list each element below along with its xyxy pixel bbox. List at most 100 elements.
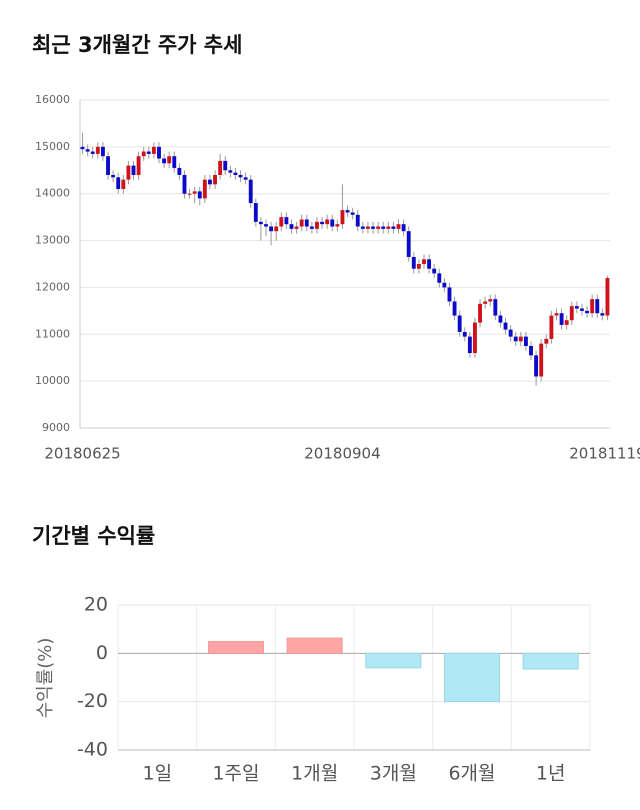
candle-body [182, 174, 187, 194]
candle-body [350, 212, 355, 215]
candle-body [574, 306, 579, 309]
candle-body [585, 310, 590, 314]
candle-body [355, 214, 360, 227]
candle-body [233, 172, 238, 175]
candle-body [208, 179, 212, 185]
candle-body [600, 313, 605, 316]
candle-body [243, 177, 248, 180]
x-tick-label: 6개월 [448, 763, 495, 785]
candle-body [111, 174, 116, 178]
candle-body [151, 146, 156, 154]
candle-body [554, 313, 559, 316]
candle-body [457, 315, 462, 332]
candle-body [401, 224, 406, 232]
candle-body [493, 299, 498, 316]
x-tick-label: 20181119 [569, 445, 640, 463]
candle-body [432, 268, 437, 274]
candle-body [483, 301, 488, 304]
candle-body [406, 231, 411, 257]
candle-body [258, 221, 263, 225]
candle-body [162, 158, 167, 164]
candle-body [381, 226, 386, 229]
y-tick-label: -40 [77, 739, 108, 761]
candle-body [452, 301, 457, 316]
candle-body [529, 346, 533, 356]
candle-body [335, 224, 340, 227]
candle-body [330, 219, 335, 227]
candle-body [100, 146, 105, 157]
candle-body [304, 219, 309, 227]
candle-body [467, 336, 472, 354]
candle-body [95, 146, 100, 154]
y-tick-label: 13000 [35, 234, 70, 247]
candle-body [121, 179, 126, 190]
candle-body [116, 177, 121, 190]
x-tick-label: 3개월 [370, 763, 417, 785]
candle-body [523, 336, 528, 346]
candle-body [360, 226, 365, 229]
candle-body [345, 210, 350, 213]
candle-body [544, 338, 549, 344]
bar [365, 652, 422, 669]
candle-body [386, 226, 391, 229]
candle-body [289, 224, 294, 229]
candle-body [213, 174, 217, 185]
candle-body [157, 146, 161, 159]
candle-body [513, 336, 518, 342]
candle-body [80, 146, 85, 150]
y-tick-label: 15000 [35, 140, 70, 153]
candle-body [549, 315, 554, 339]
candle-body [218, 160, 223, 175]
bar [286, 637, 343, 654]
candle-body [172, 156, 177, 168]
candle-body [238, 174, 243, 178]
candle-body [478, 303, 482, 323]
chart-title: 최근 3개월간 주가 추세 [32, 33, 242, 57]
candle-body [447, 287, 452, 302]
candle-body [371, 226, 375, 229]
candle-body [141, 151, 146, 157]
y-tick-label: 0 [96, 642, 108, 664]
y-tick-label: 14000 [35, 187, 70, 200]
bar [522, 652, 579, 670]
candle-body [187, 193, 192, 195]
y-tick-label: 11000 [35, 327, 70, 340]
candle-body [488, 299, 493, 302]
candle-body [167, 156, 172, 164]
candle-body [427, 259, 432, 269]
bar [443, 652, 501, 703]
candle-body [202, 179, 207, 199]
candle-body [284, 217, 289, 225]
candle-body [264, 224, 268, 227]
chart-title: 기간별 수익률 [32, 524, 155, 548]
x-tick-label: 1일 [143, 763, 173, 785]
y-axis-label: 수익률(%) [35, 638, 56, 719]
candle-body [269, 226, 274, 232]
candle-body [422, 259, 426, 264]
candle-body [498, 315, 503, 323]
candle-body [605, 278, 610, 316]
candle-body [442, 282, 447, 288]
candle-body [391, 226, 396, 229]
candle-body [473, 322, 477, 354]
candle-body [539, 343, 544, 377]
bar [207, 640, 265, 654]
candle-body [192, 191, 197, 194]
x-tick-label: 1주일 [212, 763, 259, 785]
candle-body [580, 308, 584, 311]
candle-body [416, 264, 421, 269]
candle-body [503, 322, 508, 330]
candle-body [315, 221, 319, 229]
candle-body [411, 256, 416, 269]
candle-body [365, 226, 370, 229]
candle-body [106, 156, 110, 175]
candle-body [90, 151, 95, 154]
x-tick-label: 1년 [536, 763, 566, 785]
candle-body [559, 313, 564, 325]
x-tick-label: 1개월 [291, 763, 338, 785]
y-tick-label: 16000 [35, 93, 70, 106]
candle-body [274, 226, 279, 232]
candle-body [508, 329, 513, 337]
candle-body [320, 221, 325, 225]
